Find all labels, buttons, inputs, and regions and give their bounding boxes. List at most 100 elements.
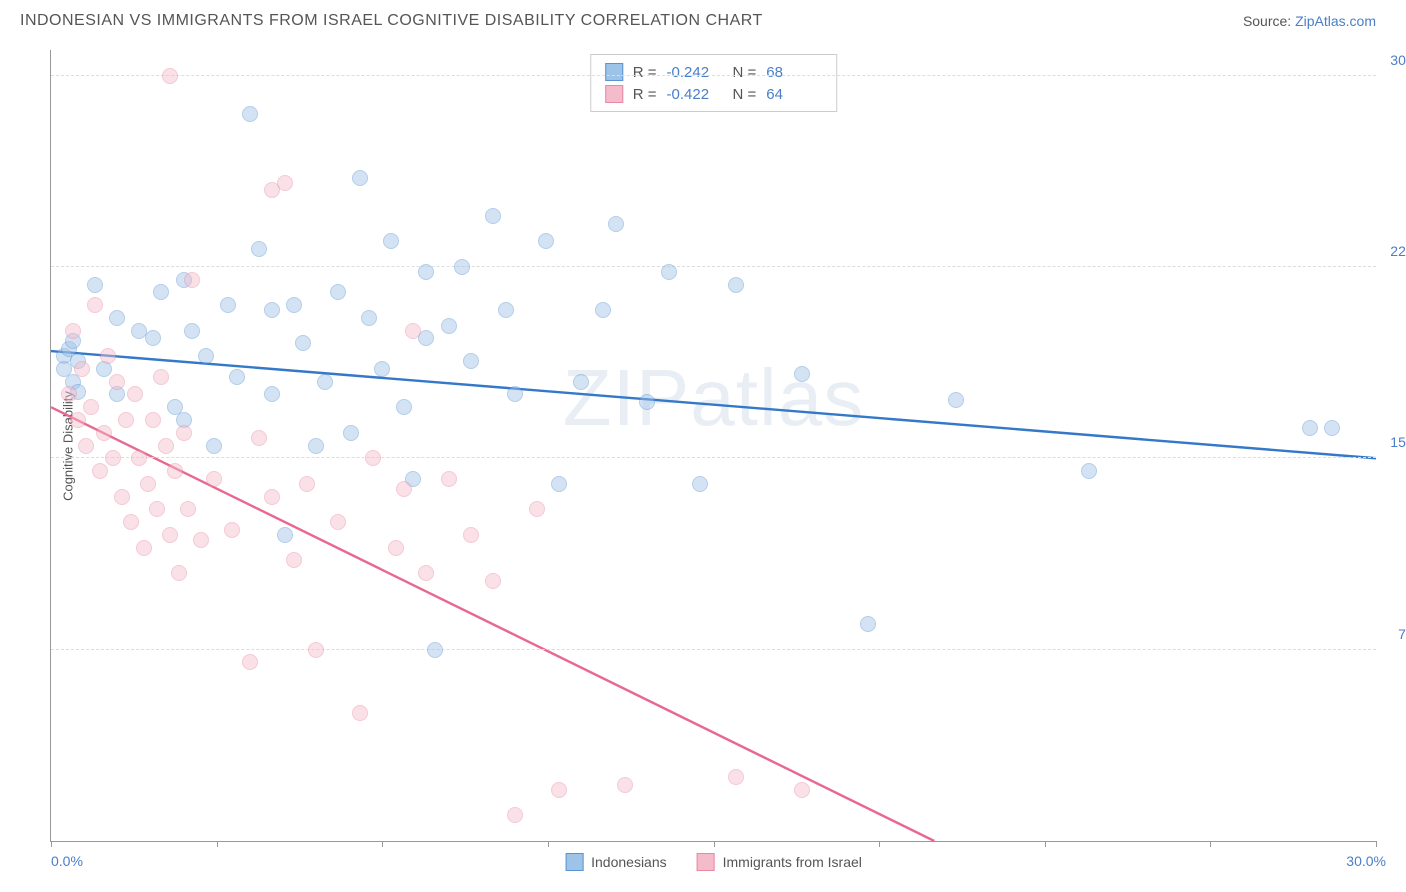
data-point [396,481,412,497]
x-tick [548,841,549,847]
data-point [1302,420,1318,436]
data-point [507,807,523,823]
x-tick [1210,841,1211,847]
data-point [123,514,139,530]
data-point [551,476,567,492]
data-point [860,616,876,632]
data-point [418,565,434,581]
data-point [538,233,554,249]
data-point [65,323,81,339]
data-point [100,348,116,364]
data-point [728,277,744,293]
data-point [149,501,165,517]
data-point [162,68,178,84]
data-point [193,532,209,548]
data-point [343,425,359,441]
x-tick [1045,841,1046,847]
data-point [220,297,236,313]
data-point [131,450,147,466]
data-point [463,353,479,369]
x-tick [217,841,218,847]
data-point [61,386,77,402]
data-point [573,374,589,390]
data-point [330,284,346,300]
data-point [608,216,624,232]
data-point [251,430,267,446]
stats-row: R =-0.422N =64 [605,83,823,105]
data-point [87,277,103,293]
data-point [184,272,200,288]
data-point [299,476,315,492]
data-point [251,241,267,257]
stat-n-label: N = [733,86,757,103]
series-swatch [565,853,583,871]
stat-r-label: R = [633,86,657,103]
data-point [242,654,258,670]
trend-line [51,351,1376,458]
data-point [114,489,130,505]
data-point [485,208,501,224]
data-point [92,463,108,479]
data-point [551,782,567,798]
stat-r-label: R = [633,64,657,81]
x-axis-min-label: 0.0% [51,853,83,869]
x-tick [1376,841,1377,847]
data-point [485,573,501,589]
series-legend: Indonesians Immigrants from Israel [565,853,862,871]
x-tick [382,841,383,847]
stats-legend-box: R =-0.242N =68R =-0.422N =64 [590,54,838,112]
data-point [330,514,346,530]
gridline [51,649,1376,650]
data-point [463,527,479,543]
data-point [595,302,611,318]
data-point [136,540,152,556]
gridline [51,266,1376,267]
data-point [198,348,214,364]
data-point [498,302,514,318]
data-point [692,476,708,492]
y-tick-label: 15.0% [1390,434,1406,450]
data-point [286,297,302,313]
x-tick [879,841,880,847]
legend-label: Indonesians [591,854,667,870]
gridline [51,75,1376,76]
data-point [794,366,810,382]
data-point [118,412,134,428]
data-point [277,527,293,543]
data-point [352,705,368,721]
data-point [264,489,280,505]
source-link[interactable]: ZipAtlas.com [1295,13,1376,29]
y-tick-label: 7.5% [1398,626,1406,642]
data-point [229,369,245,385]
data-point [639,394,655,410]
data-point [1081,463,1097,479]
legend-item: Immigrants from Israel [697,853,862,871]
data-point [140,476,156,492]
data-point [109,374,125,390]
data-point [105,450,121,466]
stat-n-value: 64 [766,86,822,103]
data-point [308,438,324,454]
legend-item: Indonesians [565,853,667,871]
stat-r-value: -0.242 [667,64,723,81]
data-point [948,392,964,408]
chart-container: ZIPatlas Cognitive Disability R =-0.242N… [50,50,1376,842]
gridline [51,457,1376,458]
data-point [145,330,161,346]
x-tick [714,841,715,847]
data-point [507,386,523,402]
data-point [264,302,280,318]
stat-n-label: N = [733,64,757,81]
data-point [184,323,200,339]
data-point [153,284,169,300]
data-point [74,361,90,377]
data-point [264,386,280,402]
data-point [87,297,103,313]
data-point [206,438,222,454]
data-point [277,175,293,191]
y-tick-label: 30.0% [1390,52,1406,68]
data-point [96,425,112,441]
trend-line [51,407,934,841]
data-point [308,642,324,658]
data-point [295,335,311,351]
